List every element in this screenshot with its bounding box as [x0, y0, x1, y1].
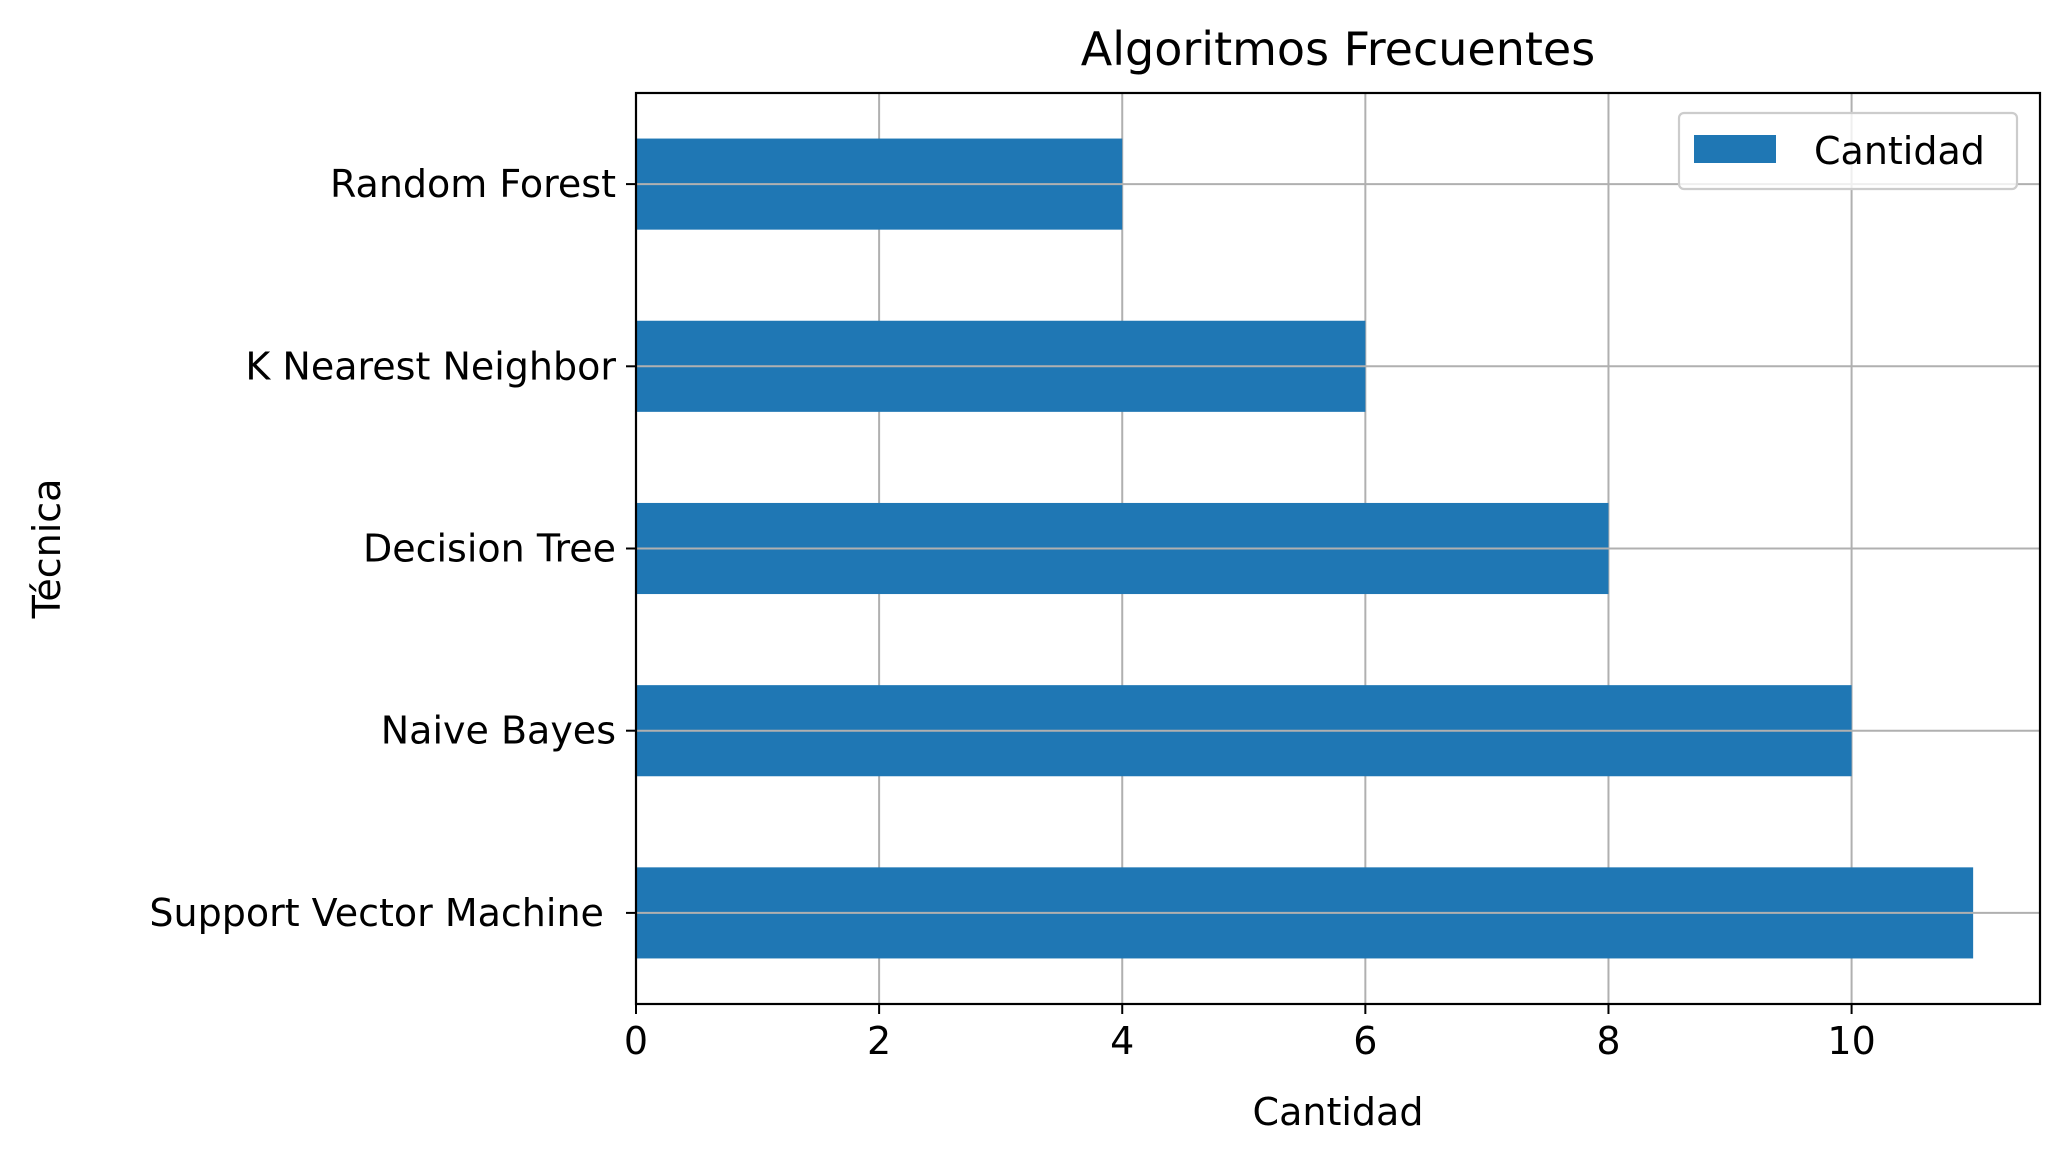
- y-tick-label: Naive Bayes: [381, 709, 616, 753]
- legend-label: Cantidad: [1814, 129, 1985, 173]
- x-tick-label: 2: [867, 1019, 891, 1063]
- x-tick-label: 6: [1353, 1019, 1377, 1063]
- y-tick-label: Decision Tree: [363, 527, 616, 571]
- legend-box: [1677, 111, 2019, 191]
- legend-swatch: [1694, 135, 1776, 163]
- x-tick-label: 4: [1110, 1019, 1134, 1063]
- y-axis-label: Técnica: [25, 479, 69, 620]
- x-axis-label: Cantidad: [1253, 1090, 1424, 1134]
- y-ticks: Support Vector Machine Naive Bayes Decisi…: [149, 162, 636, 935]
- x-tick-label: 10: [1827, 1019, 1875, 1063]
- legend: Cantidad: [1677, 111, 2019, 191]
- y-tick-label: Random Forest: [330, 162, 616, 206]
- x-tick-label: 0: [624, 1019, 648, 1063]
- y-tick-label: Support Vector Machine: [149, 891, 616, 935]
- x-ticks: 0 2 4 6 8 10: [624, 1004, 1876, 1063]
- y-tick-label: K Nearest Neighbor: [245, 344, 616, 388]
- chart-title: Algoritmos Frecuentes: [1081, 22, 1595, 76]
- x-tick-label: 8: [1596, 1019, 1620, 1063]
